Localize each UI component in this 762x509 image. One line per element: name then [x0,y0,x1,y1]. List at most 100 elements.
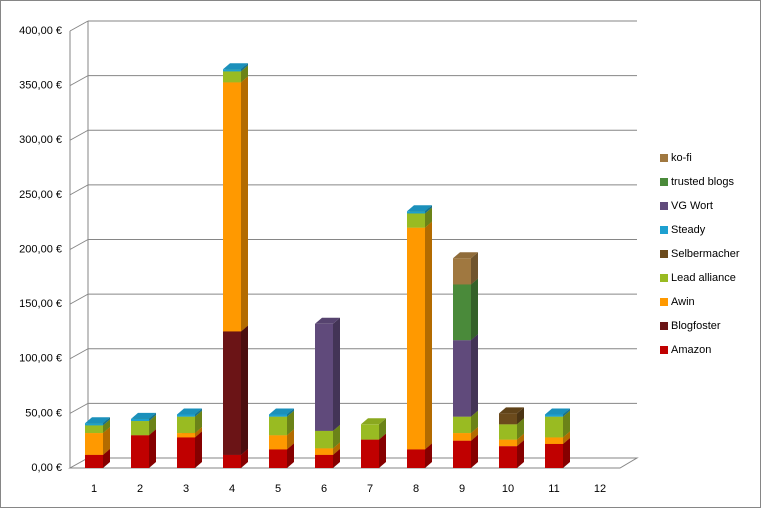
legend-label: trusted blogs [671,176,734,188]
bar-top [407,205,432,212]
x-tick-label: 11 [548,483,559,495]
bar-side [471,278,478,341]
y-tick-label: 100,00 € [19,353,62,365]
bar [315,448,333,455]
bar-side [471,334,478,417]
legend-label: Steady [671,224,706,236]
bar-side [195,408,202,417]
y-tick-label: 400,00 € [19,25,62,37]
bar-side [149,429,156,468]
legend-swatch [660,226,668,234]
grid-tick [69,184,89,196]
bar-side [563,408,570,417]
bar [131,421,149,436]
bar-side [103,427,110,455]
bar-side [195,427,202,438]
bar [499,424,517,440]
bar-top [223,63,248,70]
legend-label: Selbermacher [671,248,740,260]
bar [499,446,517,468]
x-tick-label: 3 [183,483,189,495]
legend-label: Lead alliance [671,272,736,284]
bar-side [379,418,386,440]
bar-top [85,417,110,424]
bar-side [195,410,202,434]
legend-swatch [660,298,668,306]
y-tick-label: 150,00 € [19,298,62,310]
bar-side [563,437,570,468]
bar [453,258,471,285]
bar-side [333,317,340,431]
bar-side [517,440,524,468]
x-tick-label: 2 [137,483,143,495]
bar [407,449,425,468]
legend-label: ko-fi [671,152,692,164]
bar-side [287,410,294,436]
bar [453,440,471,468]
bar [545,414,563,417]
grid-tick [69,293,89,305]
bar [131,435,149,468]
x-tick-label: 8 [413,483,419,495]
bar-side [425,207,432,228]
x-tick-label: 7 [367,483,373,495]
legend-swatch [660,322,668,330]
bar [453,433,471,441]
legend-swatch [660,154,668,162]
x-tick-label: 6 [321,483,327,495]
bar-side [517,418,524,440]
grid-tick [69,129,89,141]
bar-side [517,407,524,425]
legend-swatch [660,250,668,258]
bar-side [287,443,294,468]
bar [269,435,287,450]
legend-label: VG Wort [671,200,713,212]
bar [85,423,103,426]
bar [177,414,195,417]
bar [269,416,287,436]
bar-side [195,431,202,468]
bar [499,439,517,447]
grid-tick [69,348,89,360]
bar-side [241,325,248,455]
x-tick-label: 4 [229,483,235,495]
y-tick-label: 300,00 € [19,134,62,146]
bar [223,82,241,332]
bar [85,425,103,434]
bar-side [333,442,340,455]
bar-side [241,448,248,468]
bar-side [333,448,340,468]
bar-side [471,410,478,434]
bar [407,213,425,228]
bar-side [103,419,110,434]
bar [269,414,287,417]
bar [453,416,471,434]
bar-side [103,417,110,426]
bar-top [315,317,340,324]
bar-top [177,408,202,415]
bar [545,416,563,438]
bar-top [131,412,156,419]
legend-swatch [660,346,668,354]
grid-tick [69,75,89,87]
bar-side [287,429,294,450]
y-tick-label: 0,00 € [31,462,62,474]
bar-top [269,408,294,415]
x-tick-label: 9 [459,483,465,495]
bar [177,437,195,468]
bar [407,211,425,214]
bar [545,437,563,444]
bar [223,454,241,468]
bar [223,331,241,455]
bar [223,71,241,83]
bar [315,454,333,468]
y-tick-label: 200,00 € [19,243,62,255]
bar [85,454,103,468]
bar [315,430,333,449]
bar-side [379,433,386,468]
x-tick-label: 10 [502,483,514,495]
bar-top [499,407,524,414]
bar-side [471,434,478,468]
bar [177,416,195,434]
